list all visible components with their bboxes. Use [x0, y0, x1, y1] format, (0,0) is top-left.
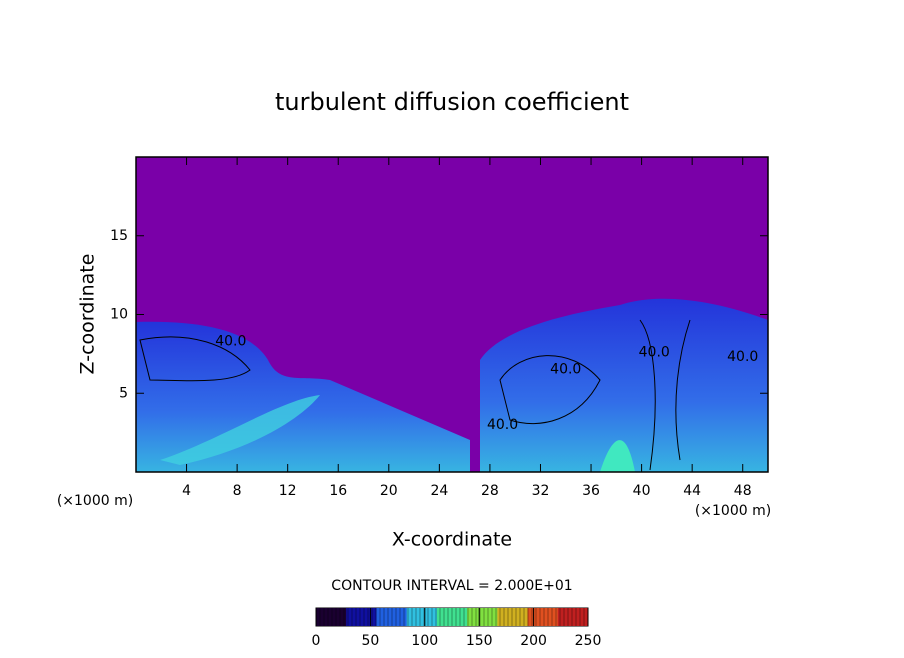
x-tick-label: 24	[430, 483, 448, 499]
colorbar-swatch	[436, 608, 468, 626]
contour-label: 40.0	[487, 417, 518, 433]
colorbar-tick-label: 50	[361, 633, 379, 649]
colorbar-swatch	[316, 608, 347, 626]
contour-label: 40.0	[550, 362, 581, 378]
contour-label: 40.0	[727, 349, 758, 365]
colorbar-tick-label: 150	[466, 633, 493, 649]
colorbar-swatch	[527, 608, 559, 626]
colorbar-swatch	[497, 608, 529, 626]
colorbar-tick-label: 200	[520, 633, 547, 649]
contour-interval: CONTOUR INTERVAL = 2.000E+01	[331, 578, 572, 594]
x-tick-label: 16	[329, 483, 347, 499]
x-tick-label: 36	[582, 483, 600, 499]
x-tick-label: 28	[481, 483, 499, 499]
x-tick-label: 20	[380, 483, 398, 499]
y-tick-label: 15	[110, 228, 128, 244]
colorbar-swatch	[406, 608, 438, 626]
y-axis-label: Z-coordinate	[77, 254, 99, 375]
colorbar-swatch	[467, 608, 498, 626]
colorbar-swatch	[376, 608, 408, 626]
x-axis-label: X-coordinate	[392, 529, 512, 551]
contour-label: 40.0	[215, 333, 246, 349]
field-shading	[136, 298, 768, 472]
y-unit-label: (×1000 m)	[57, 493, 133, 509]
x-tick-label: 32	[532, 483, 550, 499]
colorbar-tick-label: 100	[411, 633, 438, 649]
x-tick-label: 4	[182, 483, 191, 499]
contour-label: 40.0	[639, 344, 670, 360]
x-tick-label: 48	[734, 483, 752, 499]
colorbar-swatch	[557, 608, 589, 626]
chart-title: turbulent diffusion coefficient	[275, 88, 629, 116]
y-tick-label: 10	[110, 307, 128, 323]
colorbar-tick-label: 250	[575, 633, 602, 649]
y-tick-label: 5	[119, 385, 128, 401]
x-unit-label: (×1000 m)	[695, 503, 771, 519]
colorbar-swatch	[346, 608, 377, 626]
x-tick-label: 40	[633, 483, 651, 499]
x-tick-label: 44	[683, 483, 701, 499]
colorbar-tick-label: 0	[312, 633, 321, 649]
x-tick-label: 12	[279, 483, 297, 499]
x-tick-label: 8	[233, 483, 242, 499]
